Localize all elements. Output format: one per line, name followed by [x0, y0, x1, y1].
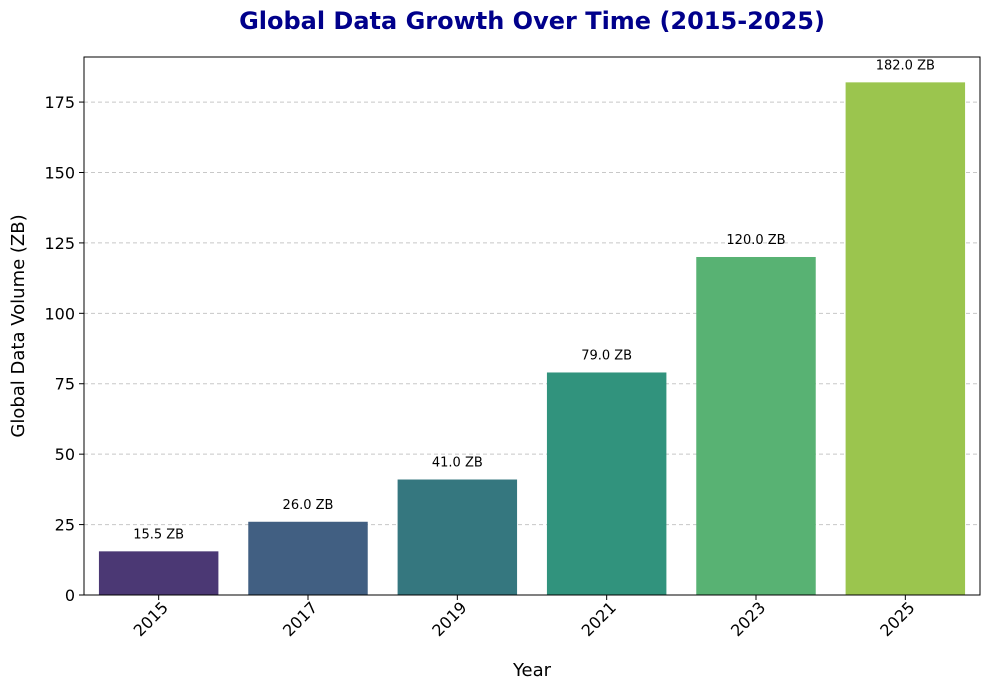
- y-tick-label: 25: [55, 516, 75, 535]
- plot-frame: [83, 56, 981, 596]
- bar-2017: [248, 521, 368, 595]
- data-label-2015: 15.5 ZB: [133, 527, 184, 542]
- bar-2015: [98, 551, 219, 595]
- chart-title: Global Data Growth Over Time (2015-2025): [239, 7, 825, 35]
- y-tick-label: 0: [65, 586, 75, 605]
- x-tick-label: 2025: [876, 598, 918, 640]
- y-tick-label: 75: [55, 375, 75, 394]
- data-label-2019: 41.0 ZB: [432, 456, 483, 471]
- bars: [98, 82, 966, 596]
- data-label-2025: 182.0 ZB: [876, 58, 935, 73]
- data-label-2017: 26.0 ZB: [283, 498, 334, 513]
- y-tick-label: 100: [44, 304, 75, 323]
- y-tick-label: 50: [55, 445, 75, 464]
- x-tick-label: 2017: [279, 598, 321, 640]
- x-tick-label: 2015: [130, 598, 172, 640]
- x-tick-label: 2023: [727, 598, 769, 640]
- x-tick-label: 2021: [578, 598, 620, 640]
- bar-2021: [546, 372, 667, 595]
- data-label-2023: 120.0 ZB: [726, 233, 785, 248]
- x-tick-label: 2019: [428, 598, 470, 640]
- bar-2023: [696, 256, 816, 595]
- y-axis-ticks: 0 25 50 75 100 125 150 175: [44, 93, 84, 605]
- bar-2025: [845, 82, 966, 596]
- y-tick-label: 125: [44, 234, 75, 253]
- gridlines: [84, 101, 980, 526]
- data-label-2021: 79.0 ZB: [581, 348, 632, 363]
- y-axis-label: Global Data Volume (ZB): [8, 214, 29, 437]
- y-tick-label: 175: [44, 93, 75, 112]
- y-tick-label: 150: [44, 163, 75, 182]
- data-labels: 15.5 ZB 26.0 ZB 41.0 ZB 79.0 ZB 120.0 ZB 182.…: [133, 58, 935, 542]
- x-axis-ticks: 2015 2017 2019 2021 2023 2025: [130, 595, 919, 640]
- x-axis-label: Year: [512, 660, 552, 681]
- bar-2019: [397, 479, 518, 595]
